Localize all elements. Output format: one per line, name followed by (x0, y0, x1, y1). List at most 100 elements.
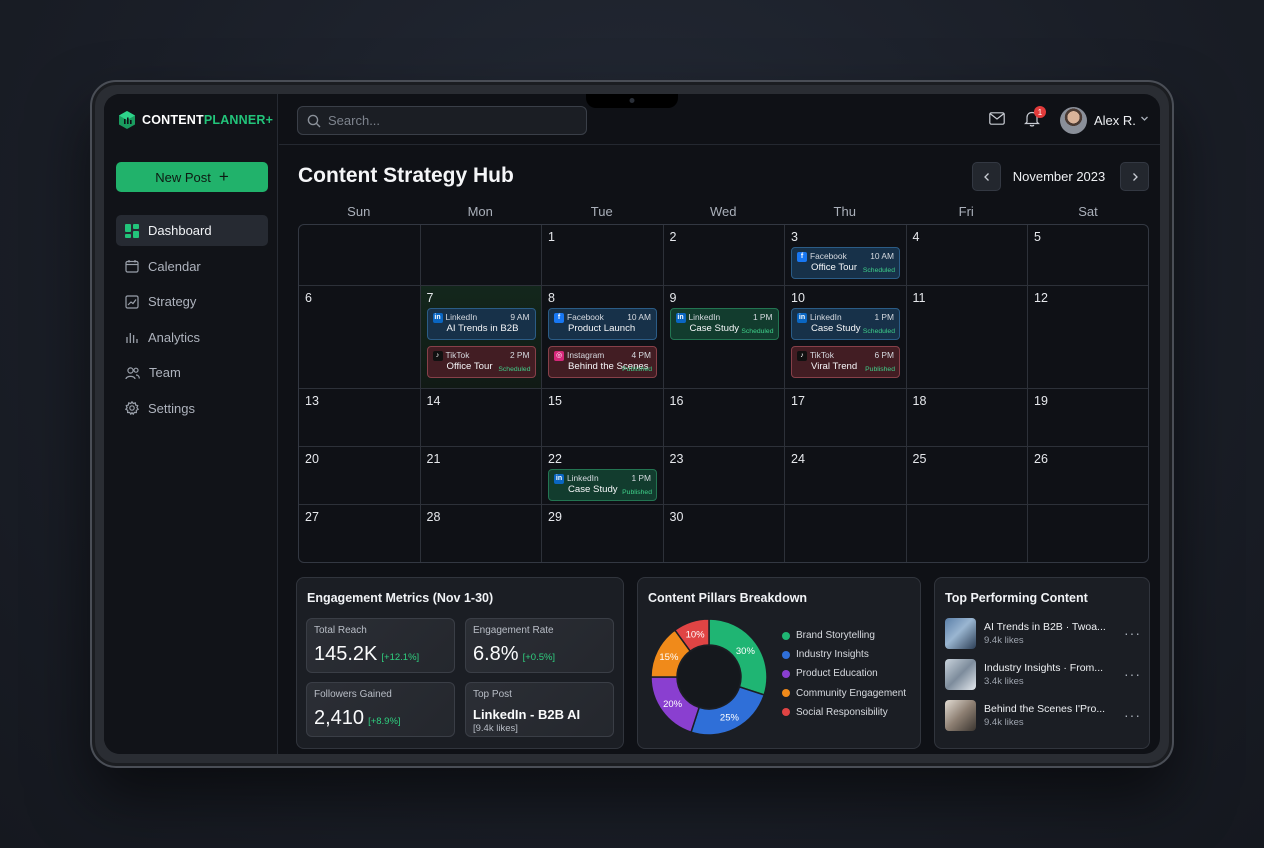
sidebar-item-strategy[interactable]: Strategy (116, 286, 268, 317)
avatar[interactable] (1060, 107, 1087, 134)
sidebar-item-team[interactable]: Team (116, 357, 268, 388)
calendar-day-cell[interactable]: 17 (785, 389, 907, 447)
user-name[interactable]: Alex R. (1094, 113, 1136, 128)
calendar-event[interactable]: in LinkedIn 9 AM AI Trends in B2B (426, 308, 536, 340)
calendar-day-cell[interactable]: 11 (906, 286, 1028, 389)
sidebar-item-analytics[interactable]: Analytics (116, 322, 268, 353)
event-status: Scheduled (741, 328, 774, 335)
page-title: Content Strategy Hub (298, 164, 514, 187)
calendar-day-cell[interactable]: 27 (299, 505, 421, 562)
day-number: 8 (548, 291, 555, 305)
day-number: 20 (305, 452, 319, 466)
calendar-day-cell[interactable]: 13 (299, 389, 421, 447)
calendar-event[interactable]: f Facebook 10 AM Office Tour Scheduled (791, 247, 900, 279)
calendar-event[interactable]: in LinkedIn 1 PM Case Study Scheduled (791, 308, 900, 340)
day-number: 25 (912, 452, 927, 466)
day-of-week-label: Fri (958, 204, 974, 219)
calendar-day-cell[interactable] (785, 505, 907, 562)
calendar-day-cell[interactable] (420, 225, 542, 286)
donut-slice[interactable] (673, 618, 710, 653)
calendar-day-cell[interactable] (299, 225, 421, 286)
legend-item: Industry Insights (782, 649, 906, 660)
day-of-week-label: Sun (347, 204, 371, 219)
calendar-day-cell[interactable]: 2 (663, 225, 785, 286)
calendar-icon (125, 260, 139, 273)
logo-text-primary: CONTENT (142, 113, 204, 127)
calendar-day-cell[interactable]: 29 (542, 505, 664, 562)
legend-item: Social Responsibility (782, 707, 906, 718)
sidebar-item-settings[interactable]: Settings (116, 393, 268, 424)
calendar-day-cell[interactable] (907, 505, 1028, 562)
more-options-icon[interactable]: ··· (1124, 625, 1141, 641)
calendar-day-cell[interactable]: 5 (1028, 225, 1148, 286)
total-reach-metric[interactable]: Total Reach 145.2K [+12.1%] (306, 618, 455, 673)
calendar-day-cell[interactable]: 15 (542, 389, 664, 447)
top-content-item[interactable]: Industry Insights · From... 3.4k likes ··… (945, 658, 1141, 690)
calendar-grid: 1 2 3 f Facebook 10 AM Office Tour Scheduled 4 5 6… (298, 224, 1149, 563)
new-post-button[interactable]: New Post + (116, 162, 268, 192)
dashboard-icon (125, 223, 139, 238)
next-month-button[interactable] (1120, 162, 1149, 191)
calendar-day-cell[interactable]: 3 f Facebook 10 AM Office Tour Scheduled (785, 225, 907, 286)
top-content-item[interactable]: Behind the Scenes I'Pro... 9.4k likes ··· (945, 699, 1141, 731)
calendar-day-cell[interactable]: 26 (1028, 447, 1148, 505)
calendar-day-cell[interactable]: 24 (785, 447, 907, 505)
day-number: 16 (669, 394, 684, 408)
search-input[interactable]: Search... (297, 106, 587, 135)
calendar-event[interactable]: ♪ TikTok 2 PM Office Tour Scheduled (426, 346, 536, 378)
content-likes: 9.4k likes (984, 634, 1024, 646)
engagement-rate-metric[interactable]: Engagement Rate 6.8% [+0.5%] (465, 618, 614, 673)
calendar-day-cell[interactable]: 18 (906, 389, 1028, 447)
prev-month-button[interactable] (972, 162, 1001, 191)
calendar-day-cell[interactable]: 22 in LinkedIn 1 PM Case Study Published (542, 447, 664, 505)
legend-swatch (782, 708, 790, 717)
strategy-icon (125, 295, 139, 309)
calendar-day-cell[interactable]: 14 (420, 389, 542, 447)
metric-label: Followers Gained (314, 689, 392, 700)
calendar-event[interactable]: ♪ TikTok 6 PM Viral Trend Published (791, 346, 900, 378)
app-logo[interactable]: CONTENTPLANNER+ (118, 110, 273, 130)
day-number: 5 (1034, 230, 1041, 244)
calendar-event[interactable]: in LinkedIn 1 PM Case Study Published (548, 469, 657, 501)
donut-slice[interactable] (708, 618, 768, 696)
pillars-title: Content Pillars Breakdown (648, 591, 808, 605)
chevron-down-icon[interactable] (1140, 114, 1149, 123)
calendar-day-cell[interactable] (1028, 505, 1148, 562)
calendar-day-cell[interactable]: 30 (664, 505, 785, 562)
calendar-day-cell[interactable]: 8 f Facebook 10 AM Product Launch ◎ Instagram 4… (542, 286, 664, 389)
day-number: 9 (669, 291, 677, 305)
sidebar-item-calendar[interactable]: Calendar (116, 251, 268, 282)
mail-icon[interactable] (989, 112, 1005, 125)
top-content-item[interactable]: AI Trends in B2B · Twoa... 9.4k likes ··· (945, 617, 1141, 649)
calendar-day-cell[interactable]: 28 (421, 505, 542, 562)
calendar-day-cell[interactable]: 12 (1028, 286, 1148, 389)
calendar-event[interactable]: f Facebook 10 AM Product Launch (548, 308, 657, 340)
calendar-day-cell[interactable]: 10 in LinkedIn 1 PM Case Study Scheduled ♪ TikT… (785, 286, 907, 389)
day-number: 23 (669, 452, 684, 466)
content-title: AI Trends in B2B · Twoa... (984, 620, 1106, 633)
calendar-day-cell[interactable]: 19 (1028, 389, 1148, 447)
calendar-day-cell[interactable]: 4 (906, 225, 1028, 286)
content-thumbnail (945, 658, 976, 690)
event-time: 10 AM (870, 251, 894, 261)
calendar-day-cell[interactable]: 9 in LinkedIn 1 PM Case Study Scheduled (663, 286, 785, 389)
calendar-event[interactable]: ◎ Instagram 4 PM Behind the Scenes Published (548, 346, 657, 378)
top-post-metric[interactable]: Top Post LinkedIn - B2B AI [9.4k likes] (465, 682, 614, 737)
calendar-day-cell[interactable]: 6 (299, 286, 421, 389)
calendar-day-cell[interactable]: 20 (299, 447, 421, 505)
sidebar-item-dashboard[interactable]: Dashboard (116, 215, 268, 246)
calendar-day-cell[interactable]: 25 (906, 447, 1028, 505)
followers-gained-metric[interactable]: Followers Gained 2,410 [+8.9%] (306, 682, 455, 737)
more-options-icon[interactable]: ··· (1124, 666, 1141, 682)
calendar-event[interactable]: in LinkedIn 1 PM Case Study Scheduled (669, 308, 779, 340)
calendar-day-cell[interactable]: 23 (663, 447, 785, 505)
device-frame: CONTENTPLANNER+ New Post + Dashboard Cal… (90, 80, 1174, 768)
more-options-icon[interactable]: ··· (1124, 707, 1141, 723)
calendar-day-cell[interactable]: 1 (542, 225, 664, 286)
day-of-week-label: Mon (467, 204, 493, 219)
calendar-day-cell[interactable]: 7 in LinkedIn 9 AM AI Trends in B2B ♪ TikTok 2 … (420, 286, 542, 389)
calendar-day-cell[interactable]: 21 (420, 447, 542, 505)
event-time: 1 PM (631, 473, 651, 483)
calendar-day-cell[interactable]: 16 (663, 389, 785, 447)
event-title: Behind the Scenes (568, 361, 649, 372)
